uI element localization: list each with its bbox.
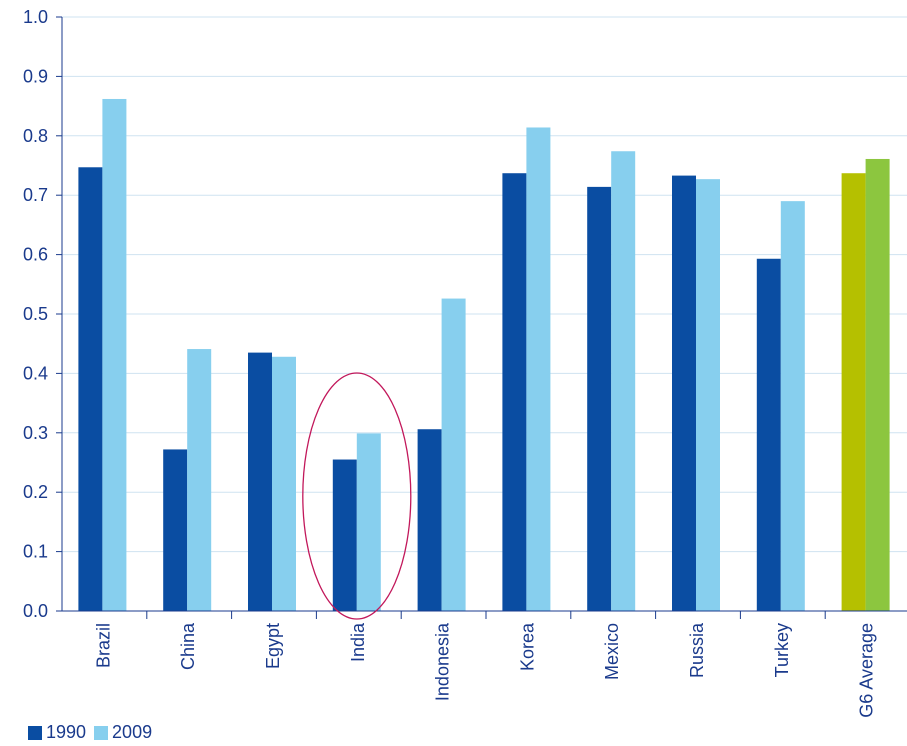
legend-swatch-1990 xyxy=(28,725,42,740)
bar-2009-egypt xyxy=(272,356,296,611)
x-axis-labels: Brazil China Egypt India Indonesia Korea Mexic… xyxy=(93,622,876,718)
y-tick-label: 0.1 xyxy=(23,542,48,562)
bar-1990-egypt xyxy=(248,352,272,611)
x-category-label: Turkey xyxy=(772,623,792,677)
y-tick-label: 0.8 xyxy=(23,126,48,146)
legend-swatch-2009 xyxy=(94,725,109,740)
bar-2009-russia xyxy=(696,179,720,612)
axes xyxy=(61,17,907,619)
bar-2009-korea xyxy=(526,127,551,611)
y-tick-label: 0.9 xyxy=(23,66,48,86)
x-category-label: Indonesia xyxy=(433,622,453,701)
bar-1990-russia xyxy=(672,175,696,611)
bar-1990-turkey xyxy=(756,258,781,611)
bar-2009-india xyxy=(356,433,381,611)
bars xyxy=(78,98,890,612)
legend-entry-1990: 1990 xyxy=(28,722,86,743)
x-category-label: Brazil xyxy=(93,623,113,668)
x-category-label: Korea xyxy=(517,622,537,671)
y-tick-label: 0.5 xyxy=(23,304,48,324)
highlight-layer xyxy=(302,372,412,620)
bar-1990-indonesia xyxy=(417,429,442,611)
x-category-label: G6 Average xyxy=(857,623,877,718)
y-tick-label: 1.0 xyxy=(23,7,48,27)
bar-2009-g6-average xyxy=(865,158,890,611)
legend-entry-2009: 2009 xyxy=(94,722,152,743)
bar-1990-mexico xyxy=(587,186,612,611)
bar-2009-china xyxy=(187,349,212,611)
legend-label-1990: 1990 xyxy=(46,722,87,742)
y-tick-label: 0.2 xyxy=(23,482,48,502)
x-category-label: Mexico xyxy=(602,623,622,680)
bar-1990-g6-average xyxy=(841,173,866,612)
y-tick-label: 0.7 xyxy=(23,185,48,205)
x-category-label: Russia xyxy=(687,622,707,678)
bar-1990-india xyxy=(332,459,357,611)
y-tick-label: 0.4 xyxy=(23,363,48,383)
bar-2009-mexico xyxy=(611,151,636,611)
x-category-label: Egypt xyxy=(263,623,283,669)
bar-1990-china xyxy=(163,449,188,611)
y-axis-ticks: 0.0 0.1 0.2 0.3 0.4 0.5 0.6 0.7 0.8 0.9 1.0 xyxy=(23,7,62,621)
bar-2009-turkey xyxy=(780,201,805,611)
legend: 1990 2009 xyxy=(28,722,160,743)
legend-label-2009: 2009 xyxy=(112,722,153,742)
bar-2009-brazil xyxy=(102,98,127,612)
y-tick-label: 0.6 xyxy=(23,245,48,265)
bar-2009-indonesia xyxy=(441,298,466,611)
bar-1990-korea xyxy=(502,173,527,612)
y-tick-label: 0.3 xyxy=(23,423,48,443)
bar-1990-brazil xyxy=(78,167,103,612)
x-category-label: India xyxy=(348,622,368,662)
highlight-ellipse xyxy=(302,372,412,620)
x-category-label: China xyxy=(178,622,198,670)
y-tick-label: 0.0 xyxy=(23,601,48,621)
